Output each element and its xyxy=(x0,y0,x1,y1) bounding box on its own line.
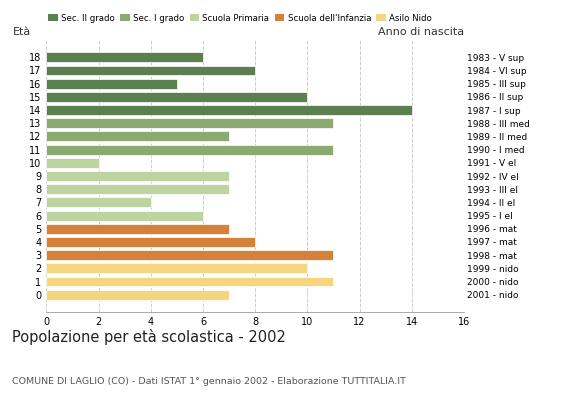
Bar xyxy=(46,145,333,154)
Bar xyxy=(46,158,99,168)
Text: Età: Età xyxy=(13,27,31,37)
Bar xyxy=(46,250,333,260)
Bar xyxy=(46,132,229,141)
Bar xyxy=(46,79,177,89)
Text: Anno di nascita: Anno di nascita xyxy=(378,27,464,37)
Bar xyxy=(46,118,333,128)
Bar xyxy=(46,276,333,286)
Bar xyxy=(46,171,229,181)
Bar xyxy=(46,92,307,102)
Bar xyxy=(46,211,203,220)
Bar xyxy=(46,237,255,247)
Text: COMUNE DI LAGLIO (CO) - Dati ISTAT 1° gennaio 2002 - Elaborazione TUTTITALIA.IT: COMUNE DI LAGLIO (CO) - Dati ISTAT 1° ge… xyxy=(12,377,405,386)
Text: Popolazione per età scolastica - 2002: Popolazione per età scolastica - 2002 xyxy=(12,329,285,345)
Bar xyxy=(46,184,229,194)
Bar xyxy=(46,52,203,62)
Legend: Sec. II grado, Sec. I grado, Scuola Primaria, Scuola dell'Infanzia, Asilo Nido: Sec. II grado, Sec. I grado, Scuola Prim… xyxy=(45,10,436,26)
Bar xyxy=(46,224,229,234)
Bar xyxy=(46,198,151,207)
Bar xyxy=(46,105,412,115)
Bar xyxy=(46,263,307,273)
Bar xyxy=(46,66,255,76)
Bar xyxy=(46,290,229,300)
